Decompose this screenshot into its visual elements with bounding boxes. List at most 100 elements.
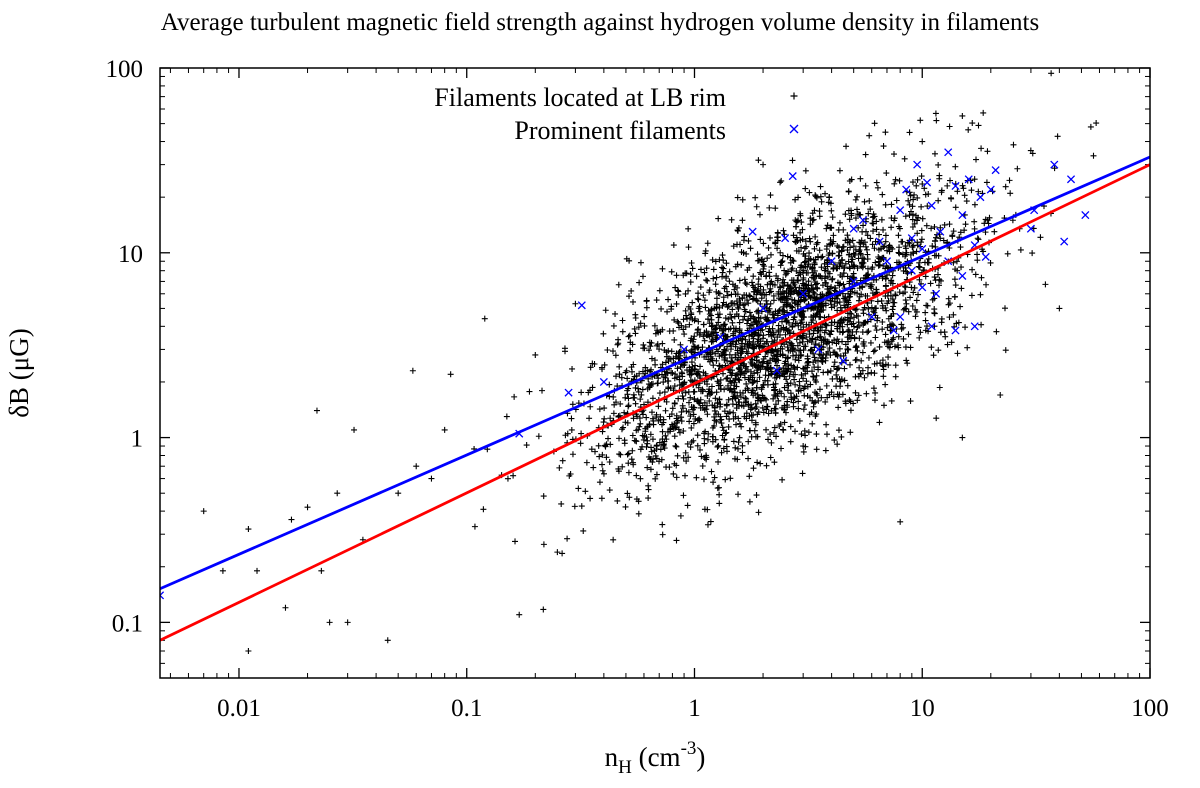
data-point-lb-rim [787,283,794,290]
data-point-lb-rim [771,281,778,288]
data-point-lb-rim [767,357,774,364]
data-point-lb-rim [780,371,787,378]
fit-lines [160,155,1150,642]
data-point-lb-rim [879,326,886,333]
data-point-lb-rim [947,177,954,184]
data-point-lb-rim [783,319,790,326]
data-point-lb-rim [670,470,677,477]
data-point-lb-rim [799,335,806,342]
data-point-lb-rim [655,417,662,424]
data-point-lb-rim [694,370,701,377]
data-point-lb-rim [933,252,940,259]
data-point-lb-rim [774,277,781,284]
data-point-lb-rim [675,426,682,433]
data-point-lb-rim [846,238,853,245]
data-point-lb-rim [742,387,749,394]
data-point-lb-rim [756,211,763,218]
data-point-lb-rim [790,277,797,284]
data-point-lb-rim [835,252,842,259]
data-point-lb-rim [660,441,667,448]
data-point-lb-rim [975,188,982,195]
data-point-lb-rim [754,459,761,466]
data-point-lb-rim [848,310,855,317]
data-point-lb-rim [795,277,802,284]
data-point-lb-rim [757,236,764,243]
data-point-lb-rim [788,266,795,273]
data-point-lb-rim [831,337,838,344]
data-point-lb-rim [902,297,909,304]
data-point-lb-rim [814,364,821,371]
data-point-lb-rim [746,332,753,339]
data-point-lb-rim [702,247,709,254]
data-point-lb-rim [838,433,845,440]
data-point-lb-rim [808,319,815,326]
data-point-lb-rim [599,461,606,468]
data-point-lb-rim [810,373,817,380]
data-point-lb-rim [974,257,981,264]
data-point-lb-rim [686,418,693,425]
data-point-lb-rim [744,297,751,304]
data-point-lb-rim [770,352,777,359]
data-point-lb-rim [747,359,754,366]
data-point-lb-rim [652,475,659,482]
data-point-prominent [918,283,927,292]
data-point-lb-rim [599,366,606,373]
data-point-lb-rim [504,475,511,482]
data-point-lb-rim [780,227,787,234]
data-point-lb-rim [748,404,755,411]
data-point-lb-rim [795,297,802,304]
data-point-lb-rim [703,328,710,335]
data-point-lb-rim [673,443,680,450]
data-point-lb-rim [712,258,719,265]
data-point-lb-rim [673,415,680,422]
data-point-lb-rim [785,289,792,296]
data-point-lb-rim [841,302,848,309]
data-point-lb-rim [855,319,862,326]
data-point-lb-rim [717,401,724,408]
data-point-lb-rim [672,371,679,378]
data-point-lb-rim [671,336,678,343]
data-point-lb-rim [729,306,736,313]
data-point-lb-rim [780,324,787,331]
data-point-lb-rim [702,370,709,377]
data-point-lb-rim [949,233,956,240]
data-point-lb-rim [847,244,854,251]
data-point-lb-rim [813,446,820,453]
data-point-lb-rim [639,443,646,450]
data-point-lb-rim [895,223,902,230]
data-point-lb-rim [799,280,806,287]
data-point-lb-rim [928,344,935,351]
data-point-lb-rim [806,411,813,418]
data-point-prominent [986,185,995,194]
data-point-lb-rim [596,406,603,413]
data-point-lb-rim [787,438,794,445]
data-point-lb-rim [682,389,689,396]
data-point-lb-rim [905,331,912,338]
data-point-lb-rim [862,243,869,250]
data-point-lb-rim [880,402,887,409]
data-point-lb-rim [866,197,873,204]
data-point-lb-rim [961,192,968,199]
data-point-lb-rim [855,224,862,231]
data-point-lb-rim [828,327,835,334]
data-point-lb-rim [724,357,731,364]
data-point-lb-rim [596,453,603,460]
data-point-lb-rim [882,331,889,338]
data-point-lb-rim [686,370,693,376]
data-point-lb-rim [809,285,816,292]
x-tick-label: 0.1 [451,695,482,722]
data-point-lb-rim [723,283,730,290]
data-point-lb-rim [709,402,716,409]
data-point-lb-rim [812,233,819,240]
data-point-lb-rim [616,363,623,370]
data-point-lb-rim [838,248,845,255]
data-point-lb-rim [523,442,530,449]
data-point-lb-rim [605,435,612,442]
data-point-lb-rim [721,436,728,443]
data-point-lb-rim [681,331,688,338]
data-point-lb-rim [818,394,825,401]
data-point-lb-rim [909,243,916,250]
data-point-lb-rim [678,414,685,421]
data-point-lb-rim [929,243,936,250]
data-point-lb-rim [983,179,990,186]
